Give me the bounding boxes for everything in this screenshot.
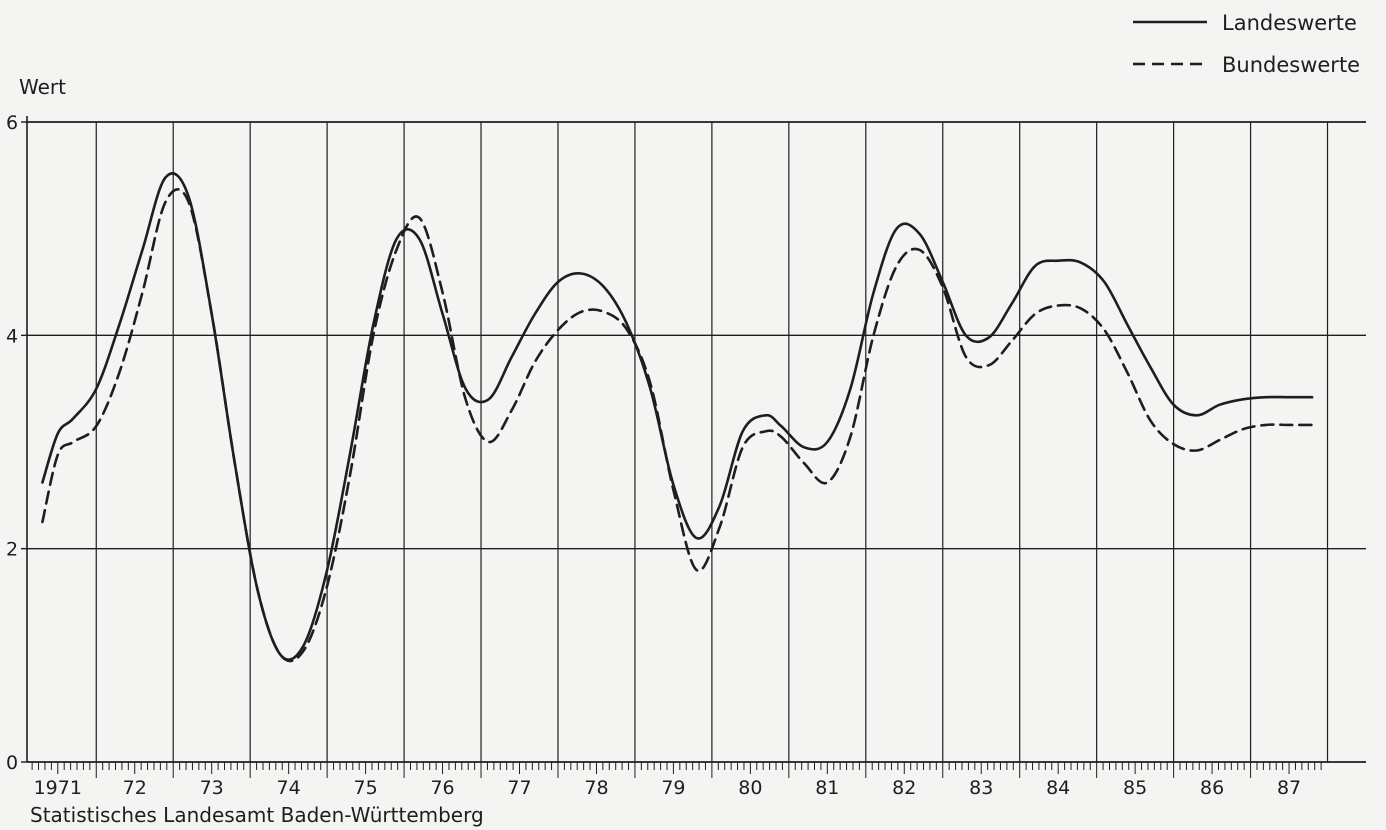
x-tick-label: 82 bbox=[892, 777, 916, 799]
legend-label: Bundeswerte bbox=[1222, 53, 1360, 77]
x-tick-label: 87 bbox=[1277, 777, 1301, 799]
x-tick-label: 75 bbox=[354, 777, 378, 799]
legend-label: Landeswerte bbox=[1222, 11, 1357, 35]
y-tick-label: 2 bbox=[6, 539, 18, 561]
y-tick-label: 4 bbox=[6, 325, 18, 347]
source-note: Statistisches Landesamt Baden-Württember… bbox=[30, 803, 484, 827]
legend: Landeswerte Bundeswerte bbox=[1133, 11, 1360, 77]
x-tick-label: 79 bbox=[661, 777, 685, 799]
y-axis-label: Wert bbox=[19, 75, 66, 99]
x-tick-label: 73 bbox=[200, 777, 224, 799]
series-lines bbox=[41, 172, 1314, 663]
x-tick-label: 85 bbox=[1123, 777, 1147, 799]
x-tick-label: 80 bbox=[738, 777, 762, 799]
series-line-bundeswerte bbox=[41, 188, 1314, 663]
x-tick-label: 81 bbox=[815, 777, 839, 799]
series-line-landeswerte bbox=[41, 172, 1314, 661]
y-tick-label: 6 bbox=[6, 112, 18, 134]
x-tick-label: 78 bbox=[584, 777, 608, 799]
x-tick-label: 74 bbox=[277, 777, 301, 799]
x-tick-label: 84 bbox=[1046, 777, 1070, 799]
axes: 0 2 4 6 1971 72 73 74 75 76 77 78 79 80 81 82 83 84 85 86 87 bbox=[6, 112, 1366, 799]
x-tick-label: 76 bbox=[430, 777, 454, 799]
x-tick-label: 83 bbox=[969, 777, 993, 799]
x-tick-label: 86 bbox=[1200, 777, 1224, 799]
x-tick-label: 1971 bbox=[34, 777, 82, 799]
y-tick-label: 0 bbox=[6, 752, 18, 774]
x-tick-label: 72 bbox=[123, 777, 147, 799]
grid bbox=[27, 121, 1366, 763]
x-tick-label: 77 bbox=[507, 777, 531, 799]
